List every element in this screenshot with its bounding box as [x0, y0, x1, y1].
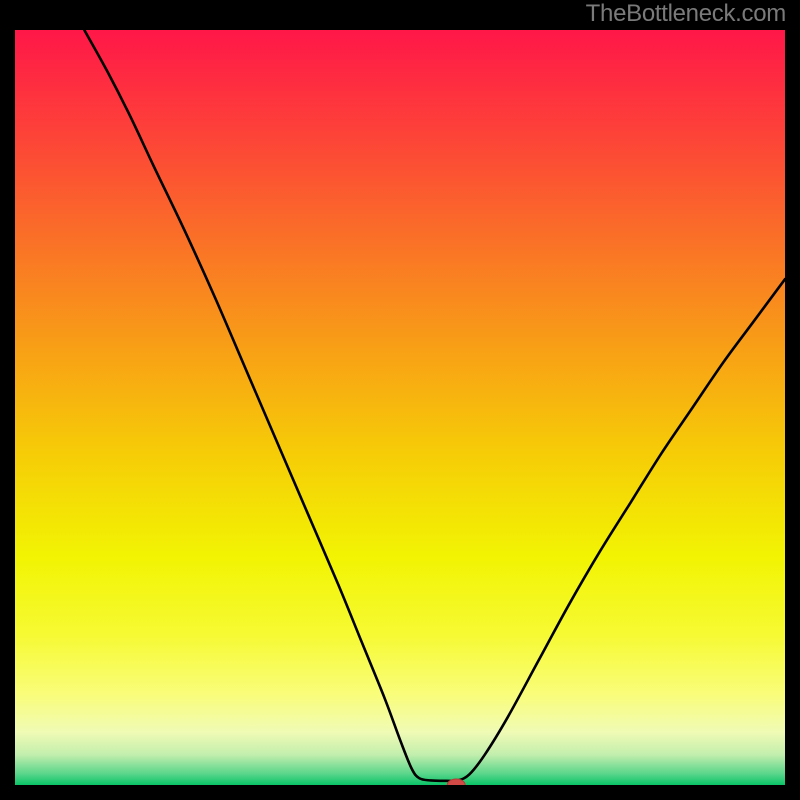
plot-svg	[15, 30, 785, 785]
chart-frame: TheBottleneck.com	[0, 0, 800, 800]
bottleneck-plot	[15, 30, 785, 785]
watermark-text: TheBottleneck.com	[586, 0, 786, 28]
plot-background	[15, 30, 785, 785]
